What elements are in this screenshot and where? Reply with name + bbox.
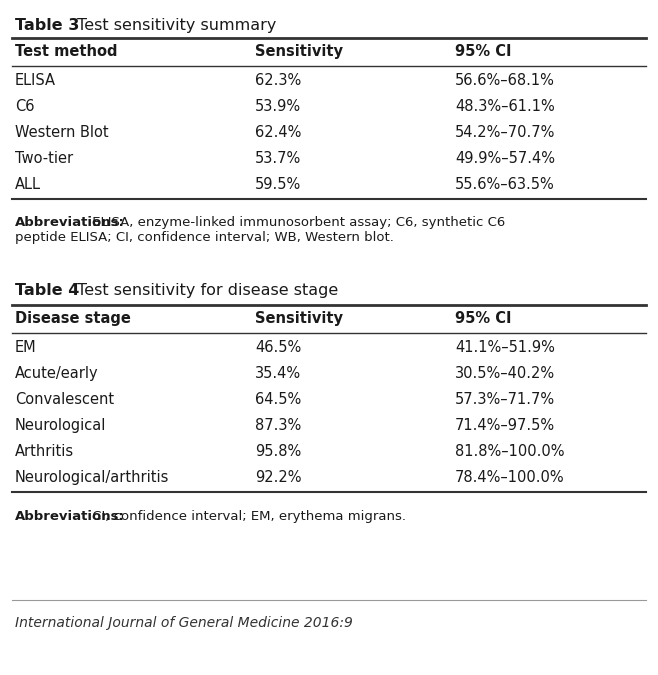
Text: ALL: ALL xyxy=(15,177,41,192)
Text: 59.5%: 59.5% xyxy=(255,177,301,192)
Text: 95% CI: 95% CI xyxy=(455,311,511,326)
Text: 46.5%: 46.5% xyxy=(255,340,301,355)
Text: 56.6%–68.1%: 56.6%–68.1% xyxy=(455,73,555,88)
Text: 92.2%: 92.2% xyxy=(255,470,301,485)
Text: 41.1%–51.9%: 41.1%–51.9% xyxy=(455,340,555,355)
Text: 62.3%: 62.3% xyxy=(255,73,301,88)
Text: 95% CI: 95% CI xyxy=(455,44,511,59)
Text: 54.2%–70.7%: 54.2%–70.7% xyxy=(455,125,555,140)
Text: Neurological: Neurological xyxy=(15,418,107,433)
Text: Abbreviations:: Abbreviations: xyxy=(15,216,125,229)
Text: Test sensitivity for disease stage: Test sensitivity for disease stage xyxy=(72,283,338,298)
Text: Disease stage: Disease stage xyxy=(15,311,131,326)
Text: 57.3%–71.7%: 57.3%–71.7% xyxy=(455,392,555,407)
Text: 62.4%: 62.4% xyxy=(255,125,301,140)
Text: 53.9%: 53.9% xyxy=(255,99,301,114)
Text: 48.3%–61.1%: 48.3%–61.1% xyxy=(455,99,555,114)
Text: Convalescent: Convalescent xyxy=(15,392,114,407)
Text: peptide ELISA; CI, confidence interval; WB, Western blot.: peptide ELISA; CI, confidence interval; … xyxy=(15,231,394,244)
Text: Table 3: Table 3 xyxy=(15,18,80,33)
Text: Western Blot: Western Blot xyxy=(15,125,109,140)
Text: 35.4%: 35.4% xyxy=(255,366,301,381)
Text: 71.4%–97.5%: 71.4%–97.5% xyxy=(455,418,555,433)
Text: C6: C6 xyxy=(15,99,34,114)
Text: Sensitivity: Sensitivity xyxy=(255,311,343,326)
Text: 95.8%: 95.8% xyxy=(255,444,301,459)
Text: 53.7%: 53.7% xyxy=(255,151,301,166)
Text: Table 4: Table 4 xyxy=(15,283,80,298)
Text: EM: EM xyxy=(15,340,37,355)
Text: Arthritis: Arthritis xyxy=(15,444,74,459)
Text: International Journal of General Medicine 2016:9: International Journal of General Medicin… xyxy=(15,616,353,630)
Text: 87.3%: 87.3% xyxy=(255,418,301,433)
Text: Acute/early: Acute/early xyxy=(15,366,99,381)
Text: Test sensitivity summary: Test sensitivity summary xyxy=(72,18,276,33)
Text: Test method: Test method xyxy=(15,44,118,59)
Text: Neurological/arthritis: Neurological/arthritis xyxy=(15,470,169,485)
Text: Two-tier: Two-tier xyxy=(15,151,73,166)
Text: ELISA: ELISA xyxy=(15,73,56,88)
Text: Abbreviations:: Abbreviations: xyxy=(15,510,125,523)
Text: 81.8%–100.0%: 81.8%–100.0% xyxy=(455,444,565,459)
Text: 49.9%–57.4%: 49.9%–57.4% xyxy=(455,151,555,166)
Text: ELISA, enzyme-linked immunosorbent assay; C6, synthetic C6: ELISA, enzyme-linked immunosorbent assay… xyxy=(88,216,505,229)
Text: 30.5%–40.2%: 30.5%–40.2% xyxy=(455,366,555,381)
Text: Sensitivity: Sensitivity xyxy=(255,44,343,59)
Text: CI, confidence interval; EM, erythema migrans.: CI, confidence interval; EM, erythema mi… xyxy=(88,510,406,523)
Text: 55.6%–63.5%: 55.6%–63.5% xyxy=(455,177,555,192)
Text: 64.5%: 64.5% xyxy=(255,392,301,407)
Text: 78.4%–100.0%: 78.4%–100.0% xyxy=(455,470,565,485)
